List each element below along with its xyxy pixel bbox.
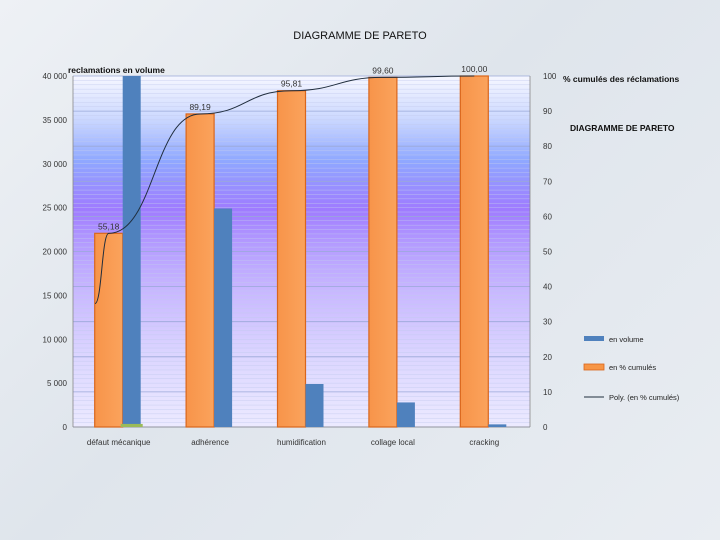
bar-percent-cumulated	[459, 75, 489, 428]
category-label: cracking	[469, 438, 499, 447]
left-tick-label: 0	[63, 423, 68, 432]
category-label: humidification	[277, 438, 326, 447]
bar-volume	[214, 208, 233, 427]
data-label-percent: 100,00	[461, 64, 487, 74]
right-tick-label: 30	[543, 318, 552, 327]
right-tick-label: 90	[543, 107, 552, 116]
right-tick-label: 10	[543, 388, 552, 397]
data-label-percent: 89,19	[189, 102, 211, 112]
data-label-percent: 95,81	[281, 79, 303, 89]
category-label: collage local	[371, 438, 415, 447]
left-tick-label: 15 000	[43, 291, 68, 300]
slide-title: DIAGRAMME DE PARETO	[293, 30, 427, 42]
data-label-percent: 55,18	[98, 221, 120, 231]
legend-swatch-percent	[583, 363, 605, 371]
right-tick-label: 0	[543, 423, 548, 432]
right-tick-label: 50	[543, 248, 552, 257]
right-tick-label: 80	[543, 142, 552, 151]
left-tick-label: 10 000	[43, 335, 68, 344]
data-label-percent: 99,60	[372, 65, 394, 75]
left-axis-title: reclamations en volume	[68, 65, 165, 75]
inner-chart-title: DIAGRAMME DE PARETO	[570, 123, 675, 133]
left-tick-label: 25 000	[43, 204, 68, 213]
trendline-polynomial	[94, 75, 475, 305]
left-tick-label: 5 000	[47, 379, 68, 388]
legend-swatch-volume	[584, 336, 604, 341]
right-tick-label: 40	[543, 283, 552, 292]
right-tick-label: 70	[543, 177, 552, 186]
bar-percent-cumulated	[94, 232, 124, 428]
left-tick-label: 30 000	[43, 160, 68, 169]
left-tick-label: 35 000	[43, 116, 68, 125]
left-tick-label: 20 000	[43, 248, 68, 257]
bar-percent-cumulated	[368, 76, 398, 428]
bar-volume	[305, 384, 324, 427]
bar-volume	[488, 424, 507, 427]
bar-volume	[122, 76, 141, 427]
category-label: défaut mécanique	[87, 438, 151, 447]
legend-label-volume: en volume	[609, 335, 644, 344]
right-tick-label: 100	[543, 72, 557, 81]
right-axis-title: % cumulés des réclamations	[563, 74, 679, 84]
category-label: adhérence	[191, 438, 229, 447]
bar-percent-cumulated	[276, 90, 307, 428]
legend-label-percent: en % cumulés	[609, 363, 656, 372]
legend-label-trendline: Poly. (en % cumulés)	[609, 393, 680, 402]
right-tick-label: 60	[543, 212, 552, 221]
left-tick-label: 40 000	[43, 72, 68, 81]
bar-extra-small	[120, 423, 143, 427]
right-tick-label: 20	[543, 353, 552, 362]
bar-percent-cumulated	[185, 113, 215, 428]
bar-volume	[396, 402, 415, 427]
